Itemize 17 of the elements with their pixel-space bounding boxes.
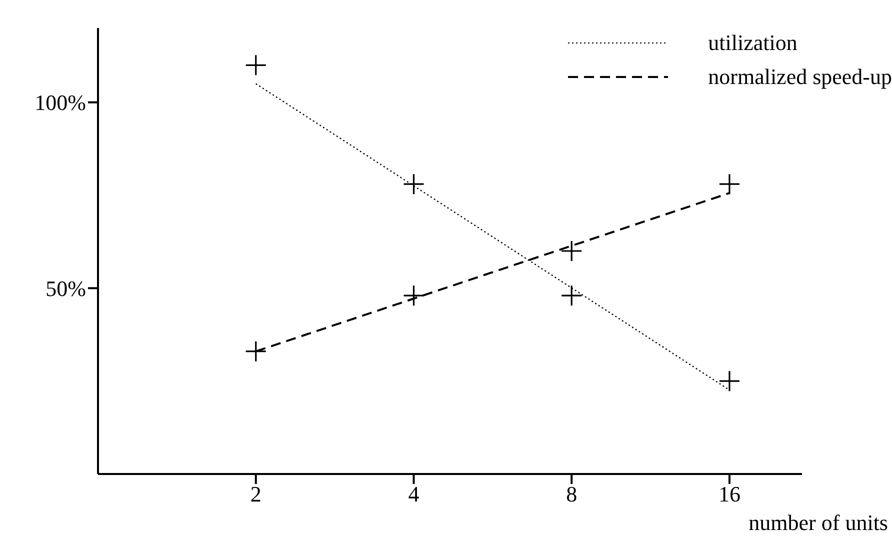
x-tick-label: 4: [408, 482, 420, 507]
point: [719, 371, 740, 392]
point: [719, 174, 740, 194]
y-tick-label: 50%: [46, 276, 86, 301]
point: [246, 341, 266, 362]
x-tick-label: 16: [718, 482, 740, 507]
x-axis-title: number of units: [748, 510, 888, 535]
point: [246, 55, 266, 76]
point: [404, 174, 424, 194]
legend-label: normalized speed-up: [708, 63, 892, 91]
point: [562, 241, 582, 261]
x-tick-label: 2: [250, 482, 262, 507]
point: [404, 286, 424, 306]
y-tick-label: 100%: [34, 90, 86, 116]
legend-label: utilization: [708, 29, 798, 57]
x-tick-label: 8: [566, 482, 578, 507]
point: [562, 286, 582, 306]
